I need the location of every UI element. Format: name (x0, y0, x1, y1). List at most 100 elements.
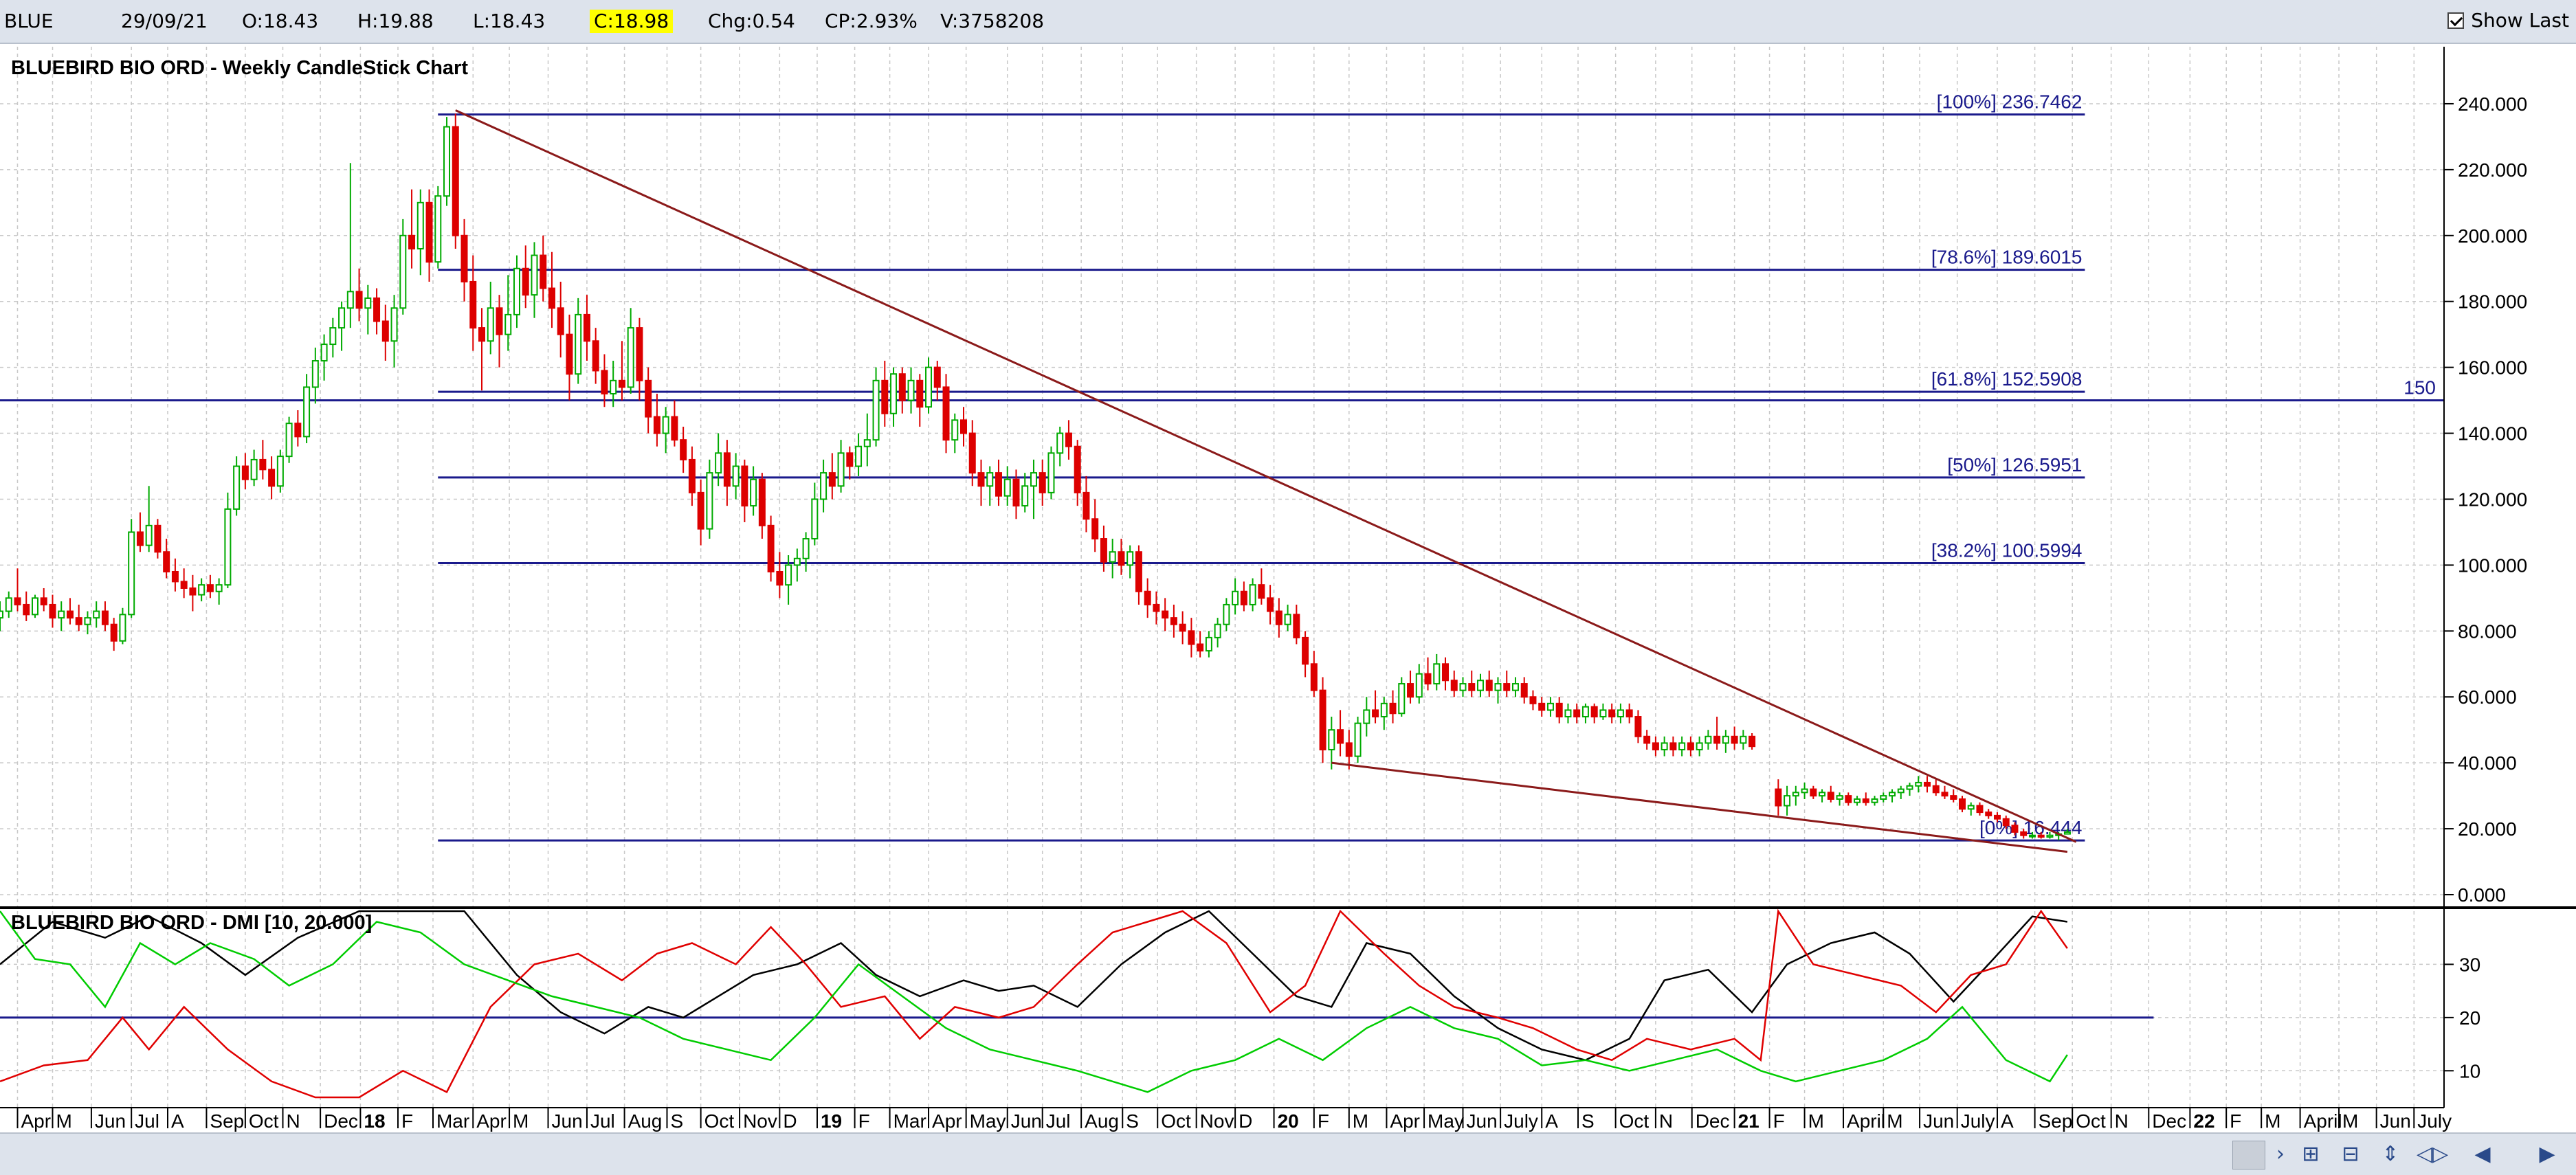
x-tick-label: F (1773, 1110, 1785, 1132)
candle-body (1862, 798, 1869, 803)
price-axis: 0.000 20.000 40.000 60.000 80.000 100.000 120.… (2443, 47, 2527, 907)
x-tick-label: Apr (21, 1110, 51, 1132)
candle-body (977, 472, 985, 487)
scroll-thumb[interactable] (2232, 1141, 2265, 1170)
candle (1118, 539, 1125, 575)
candle (1599, 703, 1607, 720)
candle-body (1197, 643, 1204, 652)
candle (224, 492, 232, 588)
candle (1731, 726, 1738, 750)
candle (1319, 677, 1326, 763)
candle (1862, 792, 1869, 806)
candle-body (1915, 781, 1922, 787)
candle-body (233, 465, 241, 510)
candle (198, 578, 206, 602)
candle (136, 512, 144, 552)
candle (1573, 703, 1581, 724)
x-tick-label: A (2001, 1110, 2014, 1132)
x-tick-label: A (171, 1110, 184, 1132)
y-tick-label: 100.000 (2458, 555, 2527, 576)
candle-body (1941, 792, 1948, 797)
candle-body (128, 531, 135, 616)
candle (802, 532, 810, 572)
candle-body (163, 551, 170, 572)
y-tick-label: 20.000 (2458, 818, 2517, 840)
candle-body (1625, 709, 1633, 718)
candle-body (1450, 680, 1458, 691)
zoom-out-icon[interactable]: ⊟ (2342, 1142, 2360, 1166)
candle-body (1345, 742, 1353, 757)
x-tick-label: F (1318, 1110, 1329, 1132)
candle-body (645, 379, 652, 418)
candle (960, 407, 968, 447)
candle-body (942, 386, 950, 441)
candle (2028, 831, 2036, 839)
x-tick-label: Oct (249, 1110, 279, 1132)
candle (750, 466, 757, 516)
candle-body (250, 458, 258, 480)
candle (1188, 618, 1195, 658)
candle (601, 354, 608, 407)
candle-body (1153, 603, 1160, 612)
candle (250, 449, 258, 486)
candle (1792, 785, 1799, 806)
candle (2063, 829, 2071, 835)
candle (1363, 697, 1370, 737)
candle (93, 601, 100, 628)
candle (1162, 598, 1169, 631)
candle-body (171, 570, 179, 583)
candle (715, 433, 722, 486)
checkbox-checked-icon[interactable] (2447, 12, 2465, 29)
candle-body (1976, 805, 1984, 814)
candle (1082, 475, 1090, 533)
candle (180, 568, 188, 598)
candle (40, 588, 47, 612)
candle-body (925, 366, 933, 408)
step-back-icon[interactable]: ◀ (2474, 1142, 2491, 1166)
candle-body (785, 564, 792, 586)
candle (890, 367, 898, 427)
zoom-in-icon[interactable]: ⊞ (2302, 1142, 2320, 1166)
candle-body (66, 610, 74, 619)
price-chart-title: BLUEBIRD BIO ORD - Weekly CandleStick Ch… (11, 57, 468, 79)
candle (443, 117, 451, 206)
y-tick-label: 200.000 (2458, 225, 2527, 247)
step-forward-icon[interactable]: ▶ (2539, 1142, 2555, 1166)
candle (1871, 796, 1878, 806)
y-tick-label: 240.000 (2458, 93, 2527, 115)
candle-body (1109, 551, 1116, 563)
candle (618, 341, 625, 401)
scroll-bar[interactable]: › ⊞ ⊟ ⇕ ◁▷ ◀ ▶ (0, 1132, 2576, 1175)
y-tick-label: 160.000 (2458, 357, 2527, 379)
fit-vertical-icon[interactable]: ⇕ (2381, 1142, 2399, 1166)
quote-toolbar: BLUE 29/09/21 O:18.43 H:19.88 L:18.43 C:… (0, 0, 2576, 44)
candle (346, 163, 354, 328)
x-tick-label: Mar (893, 1110, 926, 1132)
candle-body (1775, 788, 1782, 807)
x-tick-label: Oct (704, 1110, 735, 1132)
candle-body (618, 379, 625, 388)
chart-canvas[interactable]: [100%] 236.7462 [78.6%] 189.6015 [61.8%] 1… (0, 43, 2576, 1132)
candle-body (1074, 445, 1081, 493)
candle (1074, 440, 1081, 506)
candle-body (671, 416, 678, 441)
candle-body (5, 597, 12, 612)
scroll-right-icon[interactable]: › (2276, 1142, 2285, 1166)
candle (1065, 420, 1072, 460)
trendline (455, 109, 2077, 843)
candle-body (933, 366, 941, 388)
candle (1442, 657, 1450, 691)
candle (1546, 697, 1554, 717)
candle (645, 367, 652, 434)
x-tick-label: Mar (436, 1110, 469, 1132)
candle-body (1511, 683, 1519, 691)
candle (680, 426, 687, 473)
x-tick-label: Jun (1011, 1110, 1042, 1132)
show-last-checkbox[interactable]: Show Last (2447, 8, 2569, 33)
candle-body (1319, 689, 1326, 750)
x-tick-label: Dec (324, 1110, 358, 1132)
candle (933, 361, 941, 401)
candle-body (1162, 610, 1169, 619)
fit-horizontal-icon[interactable]: ◁▷ (2417, 1142, 2449, 1166)
y-tick-label: 40.000 (2458, 752, 2517, 774)
